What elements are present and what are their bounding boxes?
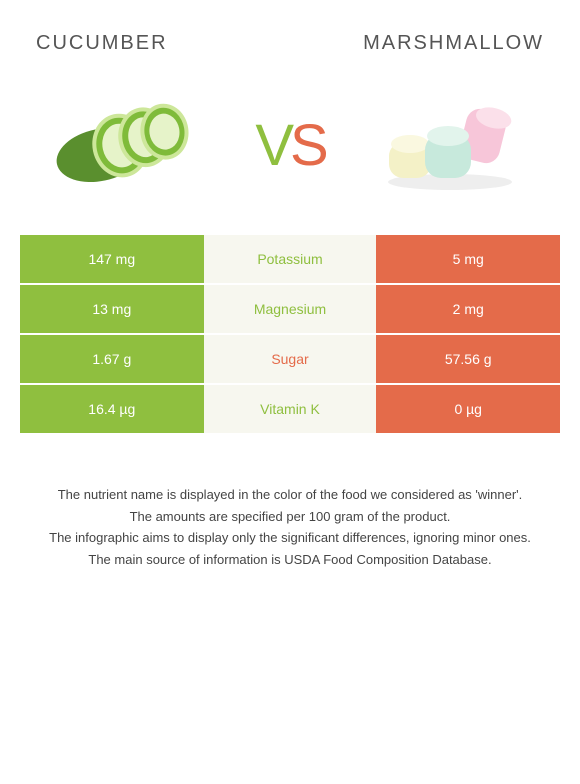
vs-v: V	[255, 113, 290, 178]
footer-line: The nutrient name is displayed in the co…	[36, 485, 544, 505]
table-row: 1.67 g Sugar 57.56 g	[20, 335, 560, 383]
right-title: Marshmallow	[363, 32, 544, 55]
nutrient-table: 147 mg Potassium 5 mg 13 mg Magnesium 2 …	[20, 235, 560, 433]
value-left: 1.67 g	[20, 335, 204, 383]
vs-s: S	[290, 113, 325, 178]
value-left: 147 mg	[20, 235, 204, 283]
nutrient-label: Potassium	[204, 235, 377, 283]
table-row: 147 mg Potassium 5 mg	[20, 235, 560, 283]
left-title: Cucumber	[36, 32, 168, 55]
table-row: 16.4 µg Vitamin K 0 µg	[20, 385, 560, 433]
header: Cucumber Marshmallow	[20, 20, 560, 55]
value-left: 16.4 µg	[20, 385, 204, 433]
nutrient-label: Vitamin K	[204, 385, 377, 433]
value-right: 57.56 g	[376, 335, 560, 383]
cucumber-image	[50, 85, 210, 205]
value-left: 13 mg	[20, 285, 204, 333]
nutrient-label: Sugar	[204, 335, 377, 383]
value-right: 5 mg	[376, 235, 560, 283]
footer-notes: The nutrient name is displayed in the co…	[20, 435, 560, 569]
marshmallow-image	[370, 85, 530, 205]
vs-label: VS	[255, 112, 324, 179]
value-right: 2 mg	[376, 285, 560, 333]
value-right: 0 µg	[376, 385, 560, 433]
footer-line: The amounts are specified per 100 gram o…	[36, 507, 544, 527]
table-row: 13 mg Magnesium 2 mg	[20, 285, 560, 333]
food-row: VS	[20, 55, 560, 235]
nutrient-label: Magnesium	[204, 285, 377, 333]
footer-line: The infographic aims to display only the…	[36, 528, 544, 548]
footer-line: The main source of information is USDA F…	[36, 550, 544, 570]
